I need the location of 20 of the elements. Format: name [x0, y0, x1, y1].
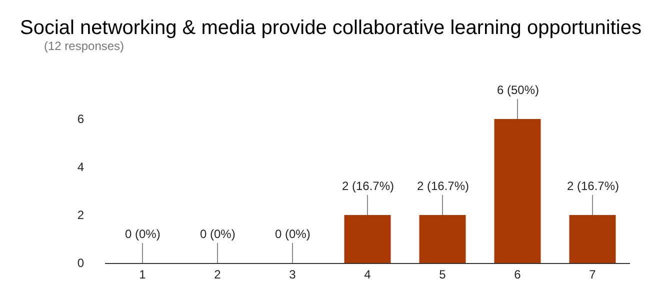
x-tick-label: 1: [139, 267, 146, 282]
chart-title: Social networking & media provide collaborative learning opportunities: [20, 17, 642, 39]
data-label: 2 (16.7%): [567, 179, 620, 193]
data-label: 0 (0%): [200, 227, 236, 241]
x-tick-label: 3: [289, 267, 296, 282]
data-label: 2 (16.7%): [417, 179, 470, 193]
data-label: 2 (16.7%): [342, 179, 394, 193]
data-label: 6 (50%): [497, 83, 540, 97]
y-tick-label: 4: [77, 160, 84, 174]
y-tick-label: 6: [77, 112, 84, 126]
chart-subtitle: (12 responses): [44, 39, 124, 53]
data-label: 0 (0%): [125, 227, 160, 241]
data-label: 0 (0%): [275, 227, 310, 241]
x-tick-label: 4: [364, 267, 372, 282]
x-tick-label: 2: [214, 267, 222, 282]
x-tick-label: 7: [589, 267, 596, 282]
y-tick-label: 0: [77, 256, 84, 270]
x-tick-label: 6: [514, 267, 522, 282]
x-tick-label: 5: [439, 267, 446, 282]
y-tick-label: 2: [77, 208, 84, 222]
